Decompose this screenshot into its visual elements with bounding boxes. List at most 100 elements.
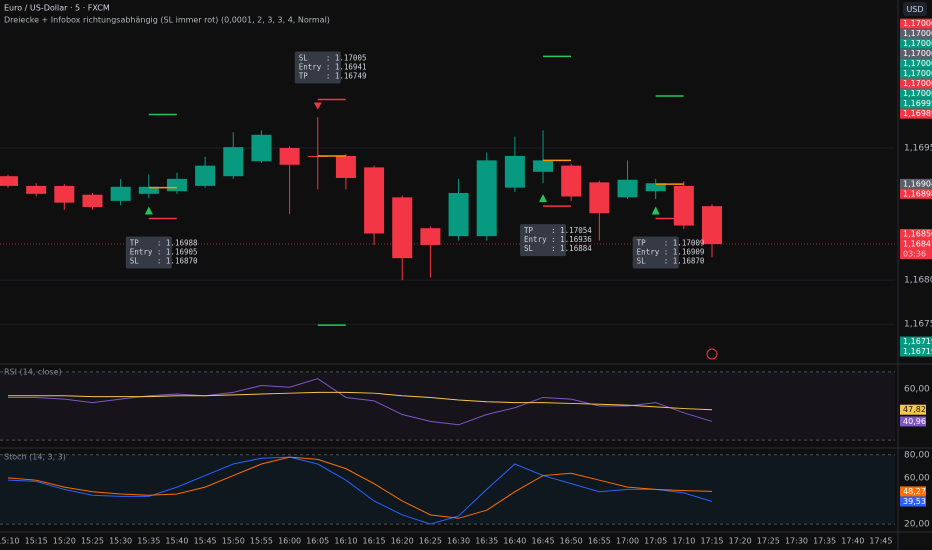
x-tick-label: 17:05 — [644, 537, 667, 546]
symbol-title: Euro / US-Dollar · 5 · FXCM — [4, 4, 110, 13]
price-label-box — [900, 48, 932, 59]
last-value-label: 40,96 — [903, 417, 926, 426]
currency-box[interactable] — [903, 2, 927, 16]
price-label-box — [900, 18, 932, 29]
x-tick-label: 16:05 — [306, 537, 329, 546]
currency[interactable]: USD — [906, 5, 923, 14]
last-value-box — [900, 416, 926, 427]
indicator-line — [8, 391, 713, 411]
last-value-label: 39,53 — [903, 497, 926, 506]
price-label-box — [900, 188, 932, 199]
x-tick-label: 15:35 — [137, 537, 160, 546]
price-label-box — [900, 229, 932, 240]
x-tick-label: 15:40 — [165, 537, 188, 546]
candle-body — [110, 186, 131, 201]
price-label-box — [900, 336, 932, 347]
price-label-box — [900, 78, 932, 89]
candle-body — [673, 185, 694, 226]
x-tick-label: 15:45 — [194, 537, 217, 546]
candle-body — [223, 147, 244, 177]
x-tick-label: 17:10 — [672, 537, 695, 546]
x-tick-label: 15:10 — [0, 537, 20, 546]
candle-body — [138, 186, 159, 194]
price-label: 1,17000 — [903, 19, 932, 28]
candle-body — [335, 155, 356, 178]
price-label: 1,17000 — [903, 39, 932, 48]
signal-triangle — [313, 102, 322, 110]
price-label-box — [900, 178, 932, 189]
info-box-line: Entry : 1.16905 — [130, 248, 198, 257]
price-label-box — [900, 58, 932, 69]
y-tick-label: 80,00 — [904, 450, 930, 460]
x-tick-label: 15:15 — [25, 537, 48, 546]
candle-body — [533, 160, 554, 172]
candle-body — [448, 192, 469, 237]
info-box-line: Entry : 1.16936 — [524, 235, 592, 244]
x-tick-label: 17:00 — [616, 537, 639, 546]
info-box-line: TP : 1.17009 — [637, 239, 705, 248]
countdown-box — [900, 249, 932, 260]
info-box-line: TP : 1.16988 — [130, 239, 198, 248]
indicator-title: Dreiecke + Infobox richtungsabhängig (SL… — [4, 16, 330, 25]
x-tick-label: 16:20 — [391, 537, 414, 546]
last-value-box — [900, 496, 926, 507]
indicator-line — [8, 378, 713, 426]
x-tick-label: 17:40 — [841, 537, 864, 546]
signal-triangle — [651, 206, 660, 215]
x-tick-label: 16:50 — [560, 537, 583, 546]
x-tick-label: 16:55 — [588, 537, 611, 546]
candle-body — [364, 167, 385, 234]
band-fill — [0, 371, 895, 441]
price-label: 1,17000 — [903, 89, 932, 98]
candle-body — [0, 176, 18, 186]
x-tick-label: 16:00 — [278, 537, 301, 546]
info-box-line: Entry : 1.16909 — [637, 248, 705, 257]
x-tick-label: 15:30 — [109, 537, 132, 546]
info-box — [125, 236, 172, 269]
info-box-line: SL : 1.17005 — [299, 54, 367, 63]
price-label: 1,16898 — [903, 189, 932, 198]
price-label-box — [900, 38, 932, 49]
y-tick-label: 60,00 — [904, 384, 930, 394]
price-label-box — [900, 346, 932, 357]
x-tick-label: 17:15 — [700, 537, 723, 546]
price-label-box — [900, 108, 932, 119]
info-box — [632, 236, 679, 269]
alert-icon[interactable] — [706, 348, 718, 360]
x-tick-label: 17:45 — [869, 537, 892, 546]
info-box — [294, 51, 341, 84]
candle-body — [251, 134, 272, 162]
x-tick-label: 16:30 — [447, 537, 470, 546]
price-label: 1,16989 — [903, 109, 932, 118]
candle-body — [195, 165, 216, 186]
price-label: 1,16719 — [903, 337, 932, 346]
candle-body — [420, 228, 441, 245]
stoch-title: Stoch (14, 3, 3) — [4, 453, 66, 462]
price-label: 1,17000 — [903, 69, 932, 78]
info-box-line: TP : 1.16749 — [299, 72, 367, 81]
y-tick-label: 20,00 — [904, 520, 930, 530]
last-value-label: 48,27 — [903, 487, 926, 496]
x-tick-label: 16:10 — [334, 537, 357, 546]
candle-body — [589, 182, 610, 214]
candle-body — [392, 197, 413, 259]
candle-body — [82, 194, 103, 208]
price-label: 1,17000 — [903, 59, 932, 68]
price-label: 1,16904 — [903, 179, 932, 188]
info-box-line: SL : 1.16870 — [637, 257, 705, 266]
info-box-line: SL : 1.16870 — [130, 257, 198, 266]
last-value-box — [900, 486, 926, 497]
info-box-line: Entry : 1.16941 — [299, 63, 367, 72]
x-tick-label: 15:25 — [81, 537, 104, 546]
x-tick-label: 15:50 — [222, 537, 245, 546]
price-label: 1,16995 — [903, 99, 932, 108]
x-tick-label: 15:55 — [250, 537, 273, 546]
price-label: 1,16850 — [903, 230, 932, 239]
x-tick-label: 16:35 — [475, 537, 498, 546]
indicator-line — [7, 456, 713, 519]
candle-body — [702, 206, 722, 245]
candle-body — [26, 185, 47, 194]
y-tick-label: 1,16750 — [904, 320, 932, 330]
x-tick-label: 16:40 — [503, 537, 526, 546]
